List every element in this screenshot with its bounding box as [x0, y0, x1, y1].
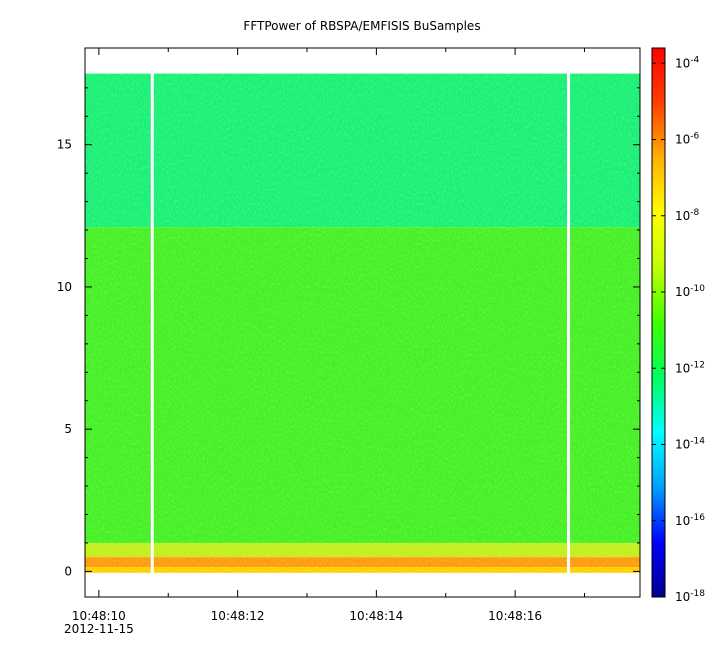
chart-title: FFTPower of RBSPA/EMFISIS BuSamples	[243, 19, 480, 33]
colorbar-tick-label: 10-12	[675, 360, 705, 375]
y-axis: 0 5 10 15	[57, 87, 640, 578]
y-tick-label: 15	[57, 138, 72, 152]
colorbar-tick-label: 10-4	[675, 55, 700, 70]
x-tick-label: 10:48:12	[211, 609, 265, 623]
spectrogram-texture	[85, 73, 640, 573]
y-tick-label: 0	[64, 564, 72, 578]
colorbar: 10-4 10-6 10-8 10-10 10-12 10-14 10-16 10-18	[651, 47, 705, 604]
y-tick-label: 5	[64, 422, 72, 436]
y-tick-label: 10	[57, 280, 72, 294]
x-tick-label: 10:48:14	[349, 609, 403, 623]
data-gap	[567, 73, 571, 573]
colorbar-tick-label: 10-6	[675, 132, 700, 147]
plot-frame	[84, 47, 641, 598]
colorbar-tick-label: 10-16	[675, 513, 705, 528]
x-tick-sublabel: 2012-11-15	[64, 622, 134, 636]
colorbar-gradient	[652, 48, 665, 597]
x-tick-label: 10:48:10	[72, 609, 126, 623]
colorbar-frame	[651, 47, 666, 598]
colorbar-tick-label: 10-8	[675, 208, 700, 223]
colorbar-tick-label: 10-14	[675, 437, 705, 452]
colorbar-tick-label: 10-10	[675, 284, 705, 299]
data-gap	[150, 73, 154, 573]
plot-area	[85, 48, 640, 597]
colorbar-tick-label: 10-18	[675, 589, 705, 604]
x-tick-label: 10:48:16	[488, 609, 542, 623]
